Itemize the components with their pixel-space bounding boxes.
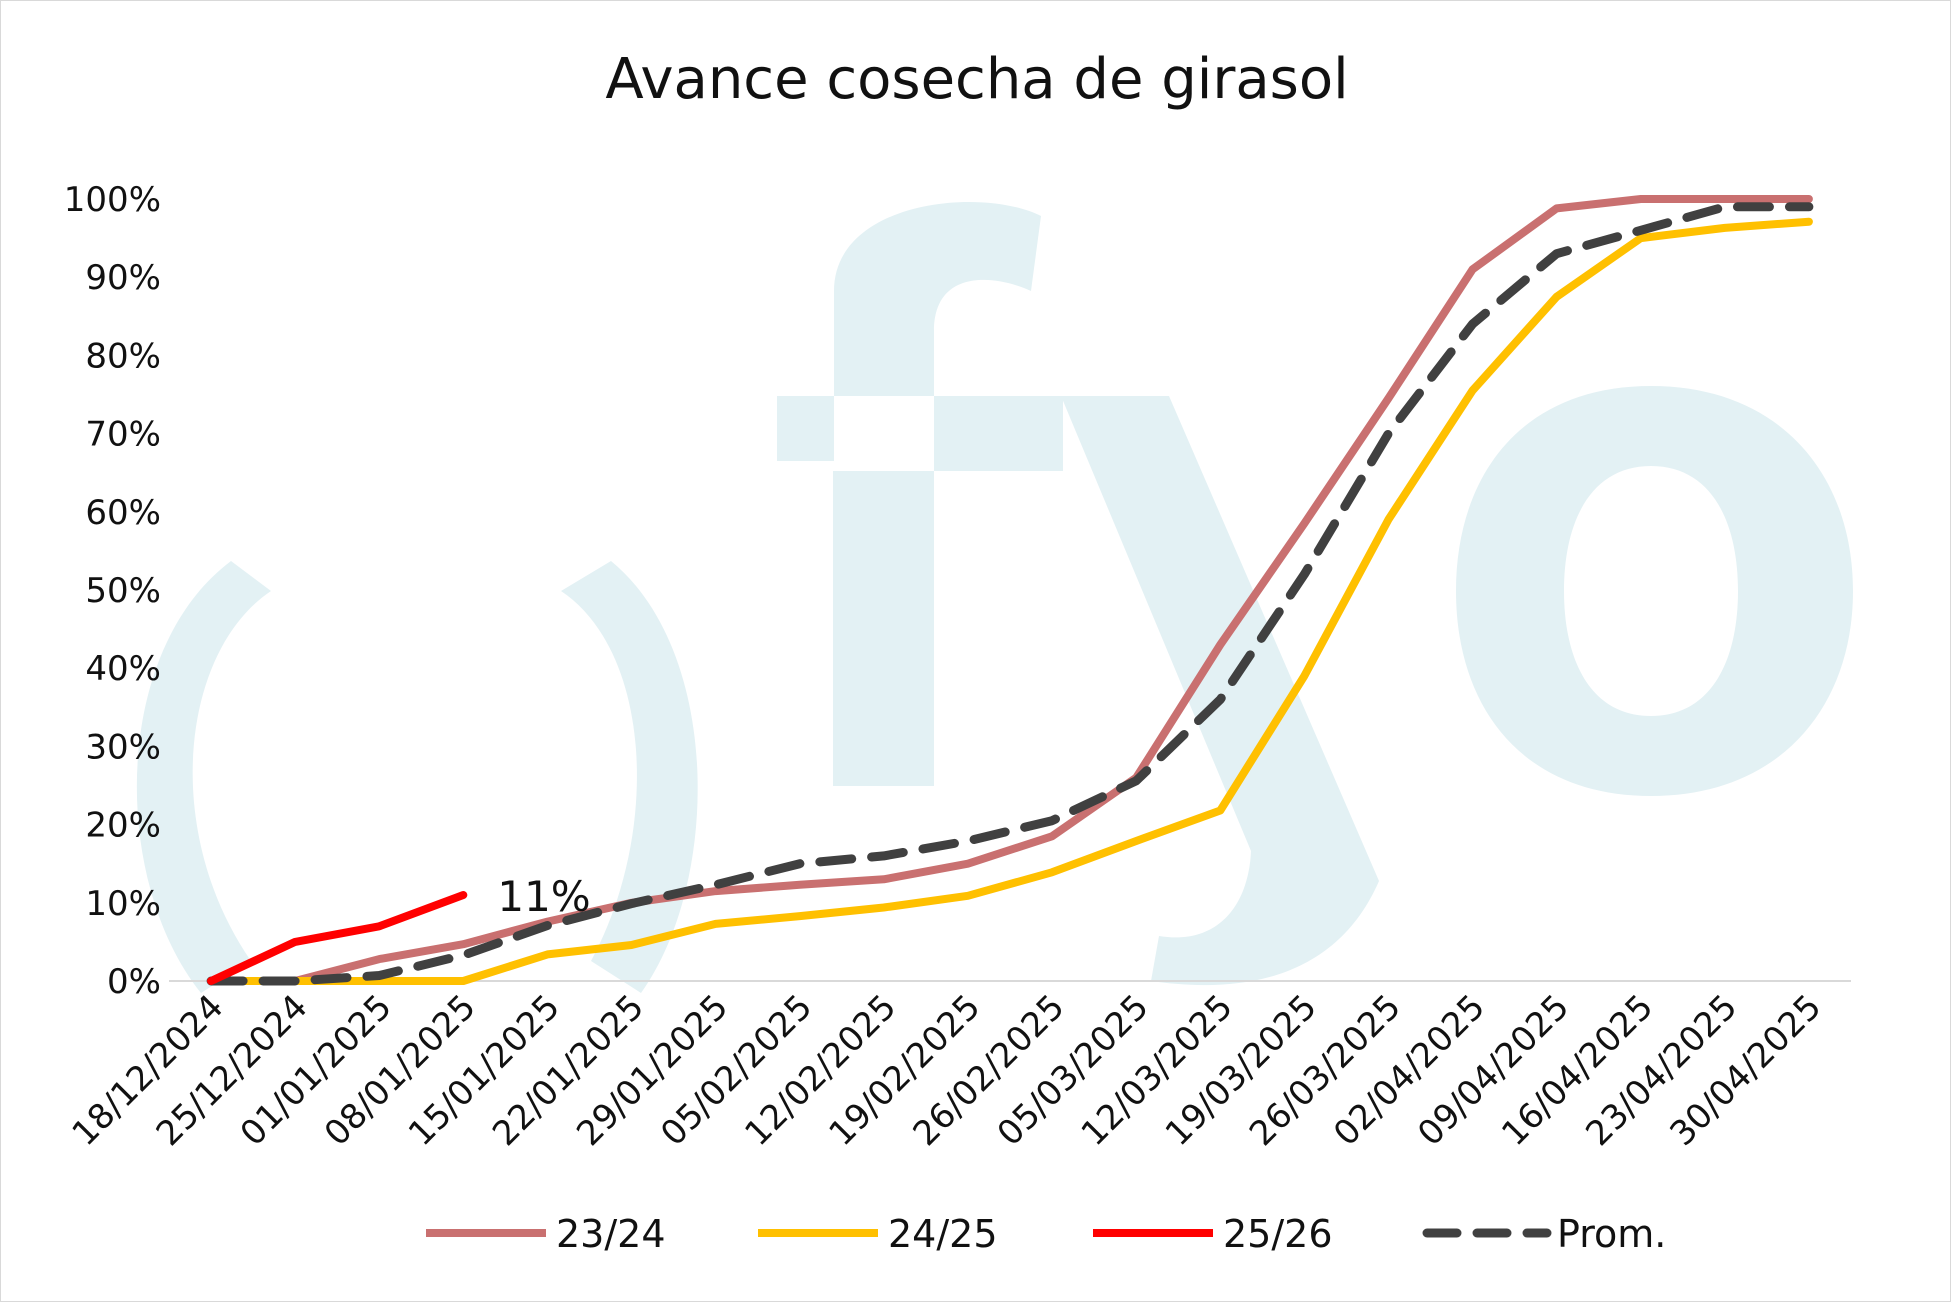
legend-label: Prom. bbox=[1557, 1212, 1666, 1256]
watermark-left-arc bbox=[136, 561, 271, 993]
y-tick-label: 90% bbox=[85, 258, 161, 298]
series-lines bbox=[206, 195, 1814, 986]
legend-label: 23/24 bbox=[556, 1212, 666, 1256]
x-axis-ticks: 18/12/202425/12/202401/01/202508/01/2025… bbox=[65, 987, 1830, 1154]
y-tick-label: 60% bbox=[85, 493, 161, 533]
legend-label: 25/26 bbox=[1223, 1212, 1333, 1256]
series-line-23-24 bbox=[207, 195, 1813, 985]
y-axis-ticks: 0% 10% 20% 30% 40% 50% 60% 70% 80% 90% 100% bbox=[64, 180, 161, 1002]
series-line-25-26 bbox=[207, 891, 468, 985]
series-line-prom- bbox=[206, 202, 1814, 986]
y-tick-label: 80% bbox=[85, 336, 161, 376]
y-tick-label: 30% bbox=[85, 727, 161, 767]
watermark-right-arc bbox=[561, 561, 698, 993]
y-tick-label: 100% bbox=[64, 180, 161, 220]
chart-title: Avance cosecha de girasol bbox=[605, 47, 1348, 112]
data-label-annotation: 11% bbox=[497, 872, 590, 921]
series-line-24-25 bbox=[207, 217, 1813, 985]
legend-label: 24/25 bbox=[888, 1212, 998, 1256]
y-tick-label: 10% bbox=[85, 884, 161, 924]
watermark-letter-f bbox=[777, 201, 1063, 787]
watermark-letter-y bbox=[1061, 396, 1379, 986]
fyo-watermark-logo bbox=[136, 201, 1853, 993]
y-tick-label: 0% bbox=[107, 962, 161, 1002]
y-tick-label: 20% bbox=[85, 806, 161, 846]
annotations: 11% bbox=[497, 872, 590, 921]
legend: 23/24 24/25 25/26 Prom. bbox=[426, 1212, 1666, 1256]
y-tick-label: 70% bbox=[85, 415, 161, 455]
watermark-letter-o bbox=[1456, 386, 1853, 796]
y-tick-label: 40% bbox=[85, 649, 161, 689]
y-tick-label: 50% bbox=[85, 571, 161, 611]
